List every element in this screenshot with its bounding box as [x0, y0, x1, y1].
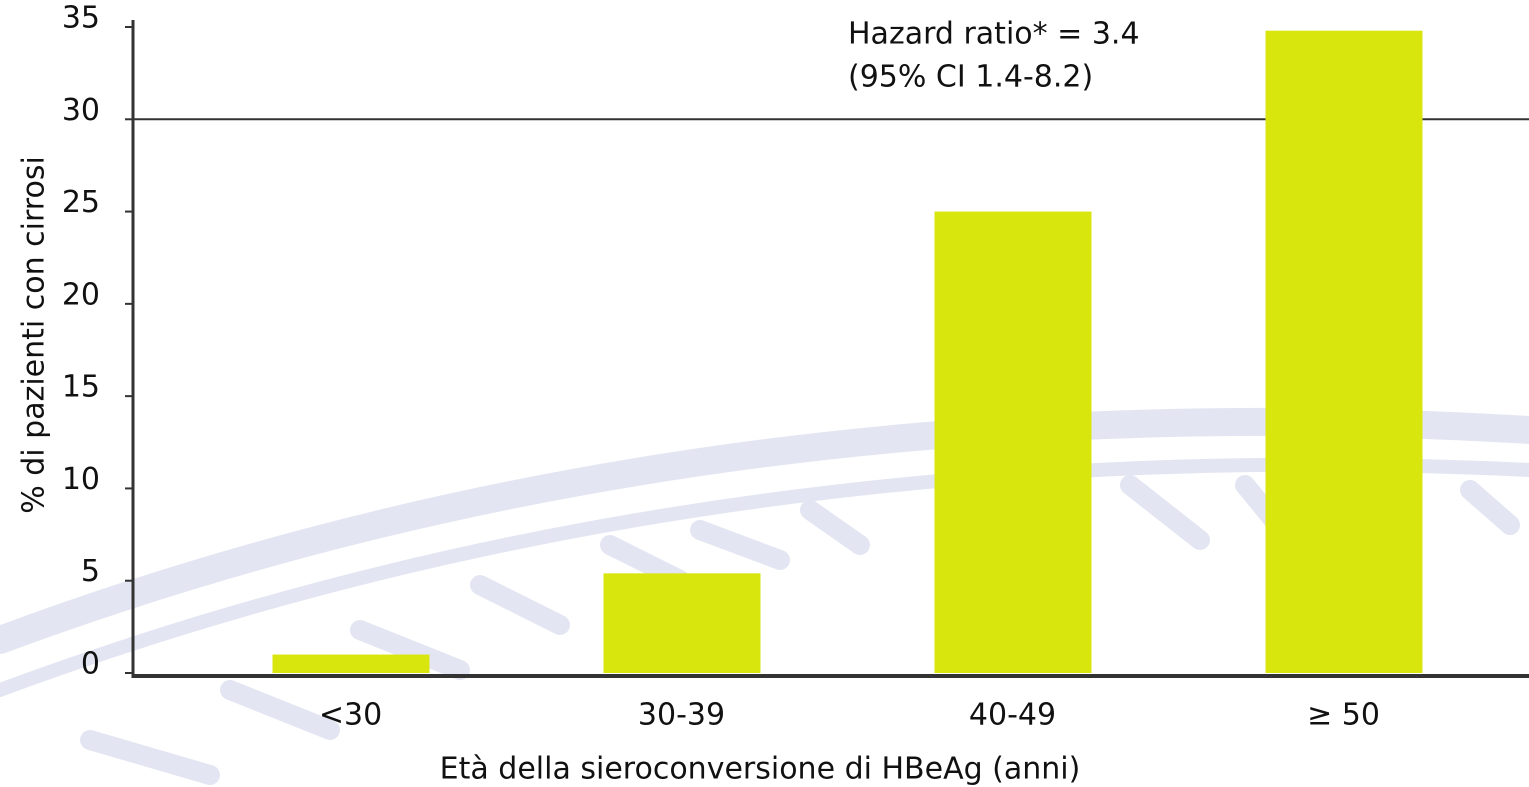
y-tick-label: 20	[62, 277, 100, 312]
y-tick-label: 0	[81, 647, 100, 682]
y-tick-label: 15	[62, 370, 100, 405]
x-tick-label: 30-39	[638, 698, 725, 733]
x-tick-label: ≥ 50	[1307, 698, 1380, 733]
bar	[1265, 30, 1423, 674]
y-axis-title: % di pazienti con cirrosi	[17, 156, 52, 514]
bar	[272, 654, 430, 673]
x-tick-label: <30	[319, 698, 382, 733]
y-tick-label: 30	[62, 93, 100, 128]
y-tick-label: 25	[62, 185, 100, 220]
y-tick-label: 10	[62, 462, 100, 497]
x-tick-label: 40-49	[969, 698, 1056, 733]
annotation: Hazard ratio* = 3.4	[848, 17, 1140, 52]
y-tick-label: 35	[62, 1, 100, 36]
y-tick-label: 5	[81, 554, 100, 589]
annotation: (95% CI 1.4-8.2)	[848, 60, 1093, 95]
bar	[603, 573, 761, 673]
bar	[934, 211, 1092, 674]
x-axis-title: Età della sieroconversione di HBeAg (ann…	[440, 752, 1081, 787]
